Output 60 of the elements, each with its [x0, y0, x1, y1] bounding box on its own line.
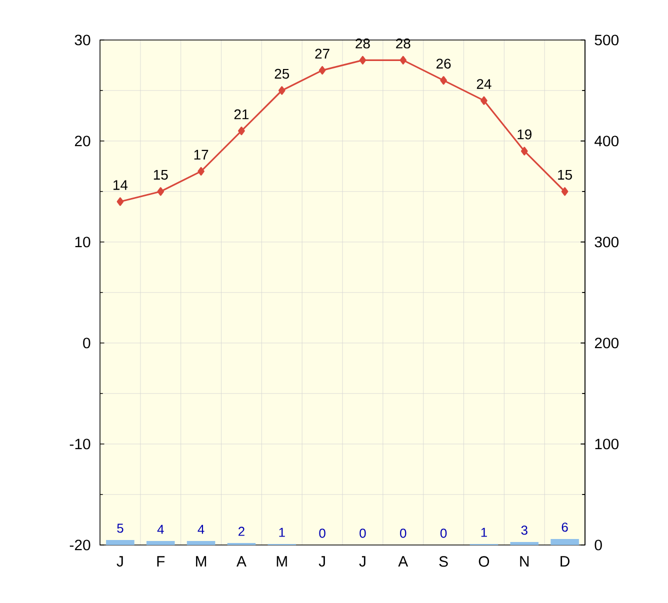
data-label: 3 — [521, 526, 528, 535]
data-label: 21 — [234, 109, 249, 120]
point — [318, 66, 326, 75]
y2-tick-label: 400 — [594, 136, 619, 146]
data-label: 0 — [360, 528, 366, 538]
x-tick-label: M — [196, 556, 206, 566]
data-label: 6 — [562, 522, 568, 532]
data-label: 28 — [396, 38, 410, 48]
point — [198, 167, 204, 176]
x-tick-label: A — [236, 556, 246, 566]
point — [440, 76, 447, 85]
data-label: 4 — [198, 524, 204, 534]
data-label: 15 — [154, 170, 168, 180]
y-tick-label: -20 — [70, 540, 90, 550]
data-label: 14 — [114, 180, 128, 190]
y2-tick-label: 0 — [594, 540, 602, 550]
data-label: 4 — [157, 524, 164, 534]
x-tick-label: S — [439, 556, 448, 567]
data-label: 1 — [481, 528, 487, 537]
y-tick-label: -10 — [70, 438, 90, 450]
y-tick-label: 0 — [83, 338, 90, 348]
data-label: 1 — [279, 528, 285, 537]
y-tick-label: 20 — [74, 136, 90, 146]
x-tick-label: D — [560, 556, 570, 566]
y2-tick-label: 300 — [594, 236, 619, 248]
data-label: 25 — [274, 68, 290, 79]
x-tick-label: J — [359, 556, 366, 567]
data-label: 15 — [558, 170, 572, 180]
point — [359, 56, 366, 64]
y-tick-label: 10 — [75, 236, 90, 248]
point — [278, 86, 286, 95]
data-label: 28 — [356, 38, 370, 48]
x-tick-label: F — [157, 556, 165, 566]
point — [400, 56, 407, 64]
point — [520, 146, 528, 156]
data-label: 5 — [117, 524, 124, 533]
data-label: 2 — [238, 526, 244, 536]
data-label: 19 — [518, 129, 532, 140]
data-label: 0 — [440, 528, 447, 538]
data-label: 27 — [315, 48, 330, 59]
point — [238, 126, 245, 136]
point — [561, 187, 568, 196]
y2-tick-label: 200 — [594, 338, 619, 348]
x-tick-label: M — [276, 556, 287, 566]
x-tick-label: J — [318, 556, 325, 567]
data-label: 26 — [436, 58, 451, 69]
data-label: 0 — [319, 528, 326, 538]
point — [480, 96, 488, 105]
x-tick-label: A — [398, 556, 408, 566]
y2-tick-label: 100 — [595, 438, 619, 450]
point — [116, 197, 124, 206]
data-label: 0 — [400, 528, 406, 538]
y2-tick-label: 500 — [594, 34, 619, 46]
x-tick-label: O — [478, 556, 490, 567]
point — [157, 187, 164, 196]
data-label: 24 — [476, 79, 492, 89]
x-tick-label: N — [520, 556, 529, 566]
data-label: 17 — [194, 150, 208, 160]
x-tick-label: J — [116, 556, 123, 567]
y-tick-label: 30 — [74, 34, 90, 46]
